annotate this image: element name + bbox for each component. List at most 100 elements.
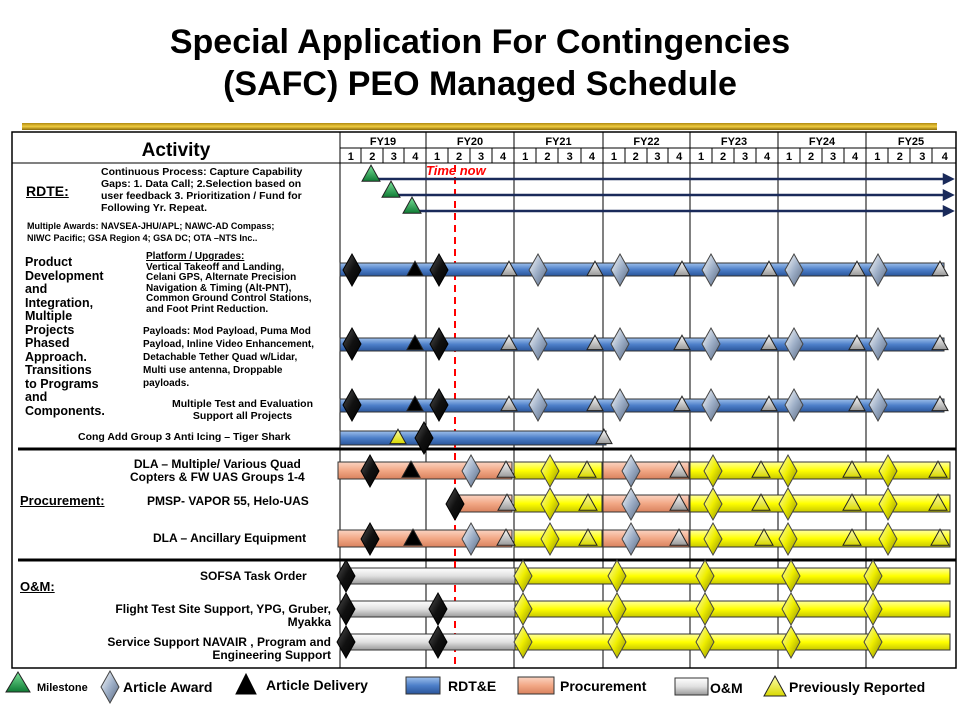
product-development-line: Components. xyxy=(25,405,105,419)
article-award-marker xyxy=(702,389,720,421)
fiscal-year-label: FY22 xyxy=(633,136,659,148)
milestone-marker xyxy=(403,197,421,213)
article-award-marker-reported xyxy=(779,488,797,520)
legend-rdte-label: RDT&E xyxy=(448,678,496,694)
article-award-marker xyxy=(785,254,803,286)
article-award-marker-reported xyxy=(879,488,897,520)
fiscal-year-label: FY21 xyxy=(545,136,571,148)
article-award-marker xyxy=(529,328,547,360)
payload-line: payloads. xyxy=(143,377,314,390)
quarter-label: 4 xyxy=(589,151,596,163)
rdte-awards-line: Multiple Awards: NAVSEA-JHU/APL; NAWC-AD… xyxy=(27,220,274,232)
article-award-marker-reported xyxy=(696,626,714,658)
quarter-label: 3 xyxy=(830,151,836,163)
article-award-marker xyxy=(785,389,803,421)
payload-line: Payloads: Mod Payload, Puma Mod xyxy=(143,325,314,338)
article-award-marker xyxy=(622,488,640,520)
article-award-marker xyxy=(529,389,547,421)
flight-test-line: Myakka xyxy=(75,616,331,629)
article-award-marker xyxy=(462,523,480,555)
article-award-marker xyxy=(611,389,629,421)
quarter-label: 4 xyxy=(764,151,771,163)
article-award-marker-previous xyxy=(430,328,448,360)
article-award-marker xyxy=(702,254,720,286)
test-evaluation-line: Support all Projects xyxy=(172,410,313,422)
article-award-marker-previous xyxy=(343,254,361,286)
legend-rdte-symbol xyxy=(406,677,440,694)
article-award-marker-previous xyxy=(429,593,447,625)
dla-quad-line: Copters & FW UAS Groups 1-4 xyxy=(130,471,305,484)
article-award-marker xyxy=(869,254,887,286)
time-now-label: Time now xyxy=(426,163,487,178)
article-award-marker xyxy=(622,455,640,487)
quarter-label: 1 xyxy=(434,151,440,163)
test-evaluation-line: Multiple Test and Evaluation xyxy=(172,398,313,410)
rdte-process-line: Following Yr. Repeat. xyxy=(101,202,302,214)
article-award-marker-previous xyxy=(430,389,448,421)
article-award-marker xyxy=(462,455,480,487)
flight-test-label: Flight Test Site Support, YPG, Gruber, My… xyxy=(75,603,331,629)
rdte-process-line: user feedback 3. Prioritization / Fund f… xyxy=(101,190,302,202)
legend-om-symbol xyxy=(675,678,708,695)
cong-add-label: Cong Add Group 3 Anti Icing – Tiger Shar… xyxy=(78,431,291,443)
test-evaluation-text: Multiple Test and Evaluation Support all … xyxy=(172,398,313,422)
product-development-line: and xyxy=(25,391,105,405)
quarter-label: 4 xyxy=(942,151,949,163)
procurement-label: Procurement: xyxy=(20,493,105,508)
article-award-marker-reported xyxy=(782,626,800,658)
legend-previously-reported-symbol xyxy=(764,676,786,696)
quarter-label: 2 xyxy=(456,151,462,163)
article-award-marker-previous xyxy=(361,455,379,487)
platform-line: Common Ground Control Stations, xyxy=(146,294,312,305)
article-award-marker xyxy=(611,328,629,360)
quarter-label: 3 xyxy=(919,151,925,163)
fiscal-year-label: FY20 xyxy=(457,136,483,148)
quarter-label: 2 xyxy=(369,151,375,163)
article-award-marker-reported xyxy=(608,626,626,658)
article-award-marker-previous xyxy=(446,488,464,520)
legend-article-delivery-symbol xyxy=(236,674,256,694)
service-support-label: Service Support NAVAIR , Program and Engi… xyxy=(60,636,331,662)
fiscal-year-label: FY25 xyxy=(898,136,924,148)
article-award-marker-reported xyxy=(696,593,714,625)
legend-previously-reported-label: Previously Reported xyxy=(789,679,925,695)
payload-line: Payload, Inline Video Enhancement, xyxy=(143,338,314,351)
quarter-label: 2 xyxy=(544,151,550,163)
payload-line: Detachable Tether Quad w/Lidar, xyxy=(143,351,314,364)
article-award-marker xyxy=(622,523,640,555)
article-award-marker-reported xyxy=(779,455,797,487)
om-label: O&M: xyxy=(20,579,55,594)
gantt-bars xyxy=(338,263,950,650)
quarter-label: 3 xyxy=(391,151,397,163)
article-award-marker-reported xyxy=(782,593,800,625)
rdte-awards-text: Multiple Awards: NAVSEA-JHU/APL; NAWC-AD… xyxy=(27,220,274,244)
platform-line: Platform / Upgrades: xyxy=(146,252,312,263)
pmsp-label: PMSP- VAPOR 55, Helo-UAS xyxy=(147,494,309,508)
article-award-marker-previous xyxy=(343,328,361,360)
legend-milestone-label: Milestone xyxy=(37,682,88,694)
product-development-line: Multiple xyxy=(25,310,105,324)
rdte-process-text: Continuous Process: Capture Capability G… xyxy=(101,166,302,214)
article-award-marker-reported xyxy=(541,488,559,520)
legend-article-award-symbol xyxy=(101,671,119,703)
service-support-line: Engineering Support xyxy=(60,649,331,662)
product-development-line: Development xyxy=(25,270,105,284)
legend-article-delivery-label: Article Delivery xyxy=(266,677,368,693)
dla-quad-label: DLA – Multiple/ Various Quad Copters & FW… xyxy=(130,458,305,484)
article-award-marker-previous xyxy=(343,389,361,421)
product-development-line: and xyxy=(25,283,105,297)
product-development-line: Integration, xyxy=(25,297,105,311)
rdte-process-arrows xyxy=(375,175,952,215)
quarter-label: 1 xyxy=(698,151,704,163)
product-development-line: Product xyxy=(25,256,105,270)
platform-line: Celani GPS, Alternate Precision xyxy=(146,273,312,284)
fiscal-year-label: FY24 xyxy=(809,136,836,148)
quarter-label: 4 xyxy=(676,151,683,163)
rdte-label: RDTE: xyxy=(26,183,69,199)
dla-ancillary-label: DLA – Ancillary Equipment xyxy=(153,531,306,545)
quarter-label: 2 xyxy=(897,151,903,163)
article-award-marker-reported xyxy=(514,626,532,658)
milestone-marker xyxy=(382,181,400,197)
article-award-marker-reported xyxy=(608,593,626,625)
platform-upgrades-text: Platform / Upgrades: Vertical Takeoff and… xyxy=(146,252,312,315)
